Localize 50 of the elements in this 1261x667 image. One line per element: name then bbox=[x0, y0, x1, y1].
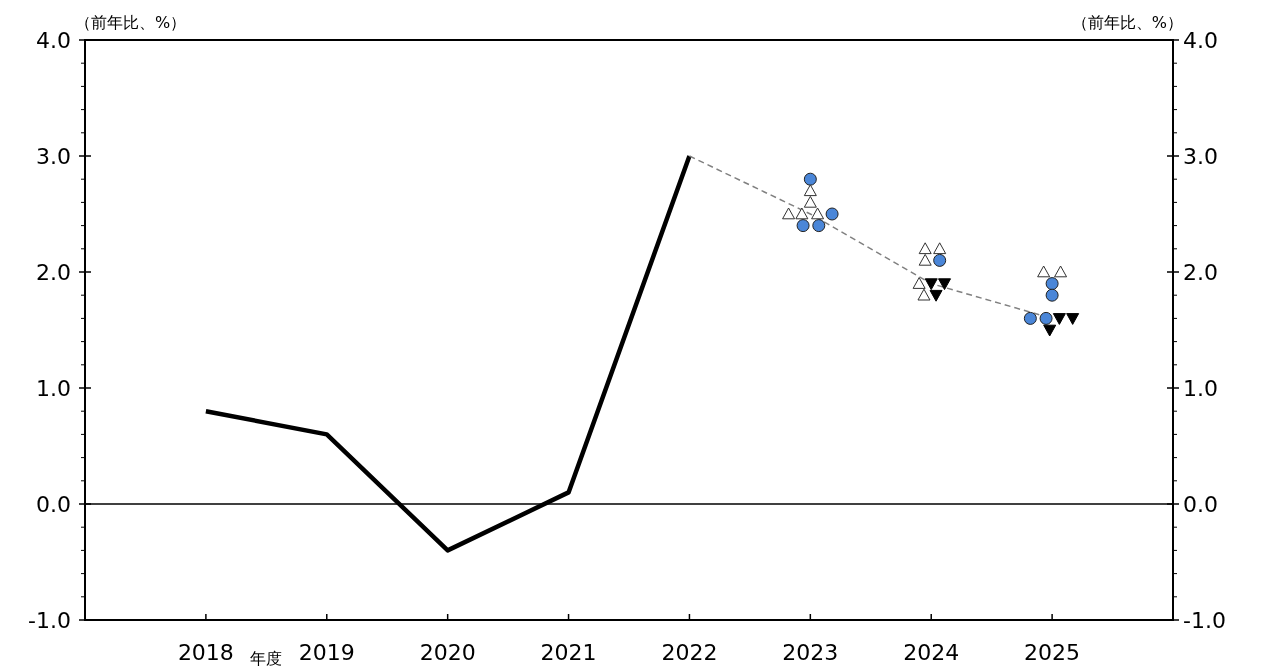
y-tick-label: 3.0 bbox=[36, 144, 71, 169]
point bbox=[1054, 265, 1068, 278]
point bbox=[782, 207, 796, 220]
point bbox=[795, 207, 809, 220]
x-tick-label: 2025 bbox=[1024, 640, 1081, 665]
y-tick-label: -1.0 bbox=[28, 608, 71, 633]
y2-tick-label: 4.0 bbox=[1183, 28, 1218, 53]
x-tick-label: 2021 bbox=[540, 640, 597, 665]
point bbox=[1052, 313, 1066, 325]
x-tick-label: 2022 bbox=[661, 640, 718, 665]
y-tick-label: 0.0 bbox=[36, 492, 71, 517]
y2-tick-label: -1.0 bbox=[1183, 608, 1226, 633]
point bbox=[917, 288, 931, 301]
point bbox=[1039, 311, 1053, 325]
x-axis-title: 年度 bbox=[249, 649, 282, 667]
y-tick-label: 2.0 bbox=[36, 260, 71, 285]
point bbox=[912, 277, 926, 289]
x-tick-label: 2024 bbox=[903, 640, 960, 665]
point bbox=[812, 219, 826, 233]
y2-tick-label: 1.0 bbox=[1183, 376, 1218, 401]
y-axis-title: （前年比、%） bbox=[75, 13, 187, 32]
point bbox=[1066, 313, 1080, 325]
point bbox=[918, 242, 932, 255]
y2-tick-label: 3.0 bbox=[1183, 144, 1218, 169]
point bbox=[929, 289, 943, 302]
point bbox=[803, 195, 817, 208]
point bbox=[811, 207, 825, 220]
point bbox=[803, 172, 817, 186]
x-tick-label: 2018 bbox=[177, 640, 234, 665]
y2-tick-label: 0.0 bbox=[1183, 492, 1218, 517]
y-tick-label: 1.0 bbox=[36, 376, 71, 401]
point bbox=[1045, 288, 1059, 302]
x-tick-label: 2023 bbox=[782, 640, 839, 665]
point bbox=[933, 253, 947, 267]
point bbox=[1045, 277, 1059, 291]
point bbox=[1043, 324, 1057, 337]
point bbox=[924, 278, 938, 291]
point bbox=[938, 278, 952, 291]
point bbox=[918, 253, 932, 266]
point bbox=[803, 184, 817, 197]
point bbox=[933, 242, 947, 255]
y2-tick-label: 2.0 bbox=[1183, 260, 1218, 285]
point bbox=[1023, 311, 1037, 325]
point bbox=[825, 207, 839, 221]
y-tick-label: 4.0 bbox=[36, 28, 71, 53]
point bbox=[796, 219, 810, 233]
x-tick-label: 2020 bbox=[419, 640, 476, 665]
y2-axis-title: （前年比、%） bbox=[1071, 13, 1183, 32]
x-tick-label: 2019 bbox=[298, 640, 355, 665]
point bbox=[1037, 265, 1051, 278]
